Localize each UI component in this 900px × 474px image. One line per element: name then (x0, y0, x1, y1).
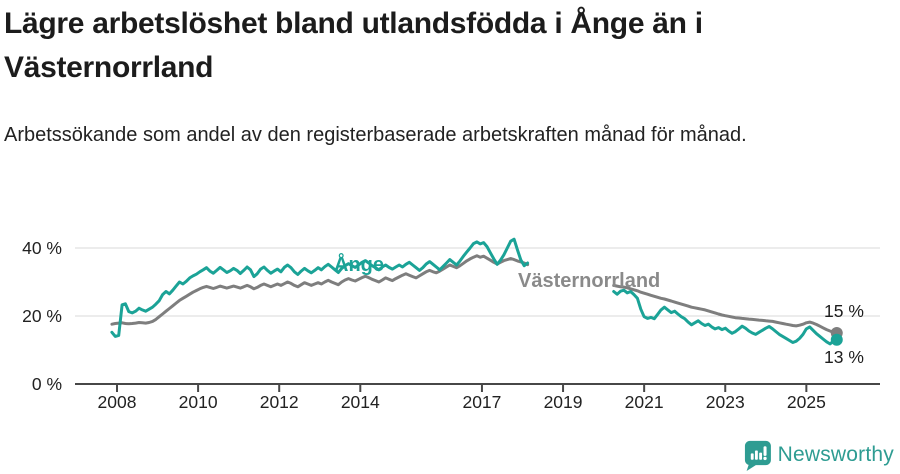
x-tick-label: 2012 (260, 392, 299, 412)
series-line-västernorrland (110, 254, 530, 326)
x-tick-label: 2023 (706, 392, 745, 412)
x-tick-label: 2017 (462, 392, 501, 412)
x-tick-label: 2025 (787, 392, 826, 412)
chart-subtitle: Arbetssökande som andel av den registerb… (4, 124, 747, 146)
brand-footer: Newsworthy (744, 438, 894, 472)
x-tick-label: 2021 (625, 392, 664, 412)
brand-wordmark: Newsworthy (777, 443, 894, 466)
y-tick-label: 40 % (22, 238, 62, 258)
series-label-västernorrland: Västernorrland (518, 270, 660, 292)
series-label-ånge: Ånge (334, 252, 384, 276)
y-tick-label: 0 % (32, 374, 62, 394)
end-value-label-västernorrland: 15 % (824, 301, 864, 321)
series-line-ånge (110, 237, 530, 338)
series-line-västernorrland (612, 283, 839, 335)
chart-header: Lägre arbetslöshet bland utlandsfödda i … (4, 2, 864, 151)
y-tick-label: 20 % (22, 306, 62, 326)
series-line-ånge (612, 288, 839, 346)
end-value-label-ånge: 13 % (824, 347, 864, 367)
series-end-dot-ånge (830, 333, 843, 346)
x-tick-label: 2008 (98, 392, 137, 412)
x-tick-label: 2010 (179, 392, 218, 412)
x-tick-label: 2019 (544, 392, 583, 412)
newsworthy-pin-barchart-icon (744, 440, 771, 471)
x-tick-label: 2014 (341, 392, 380, 412)
chart-title: Lägre arbetslöshet bland utlandsfödda i … (4, 7, 703, 84)
